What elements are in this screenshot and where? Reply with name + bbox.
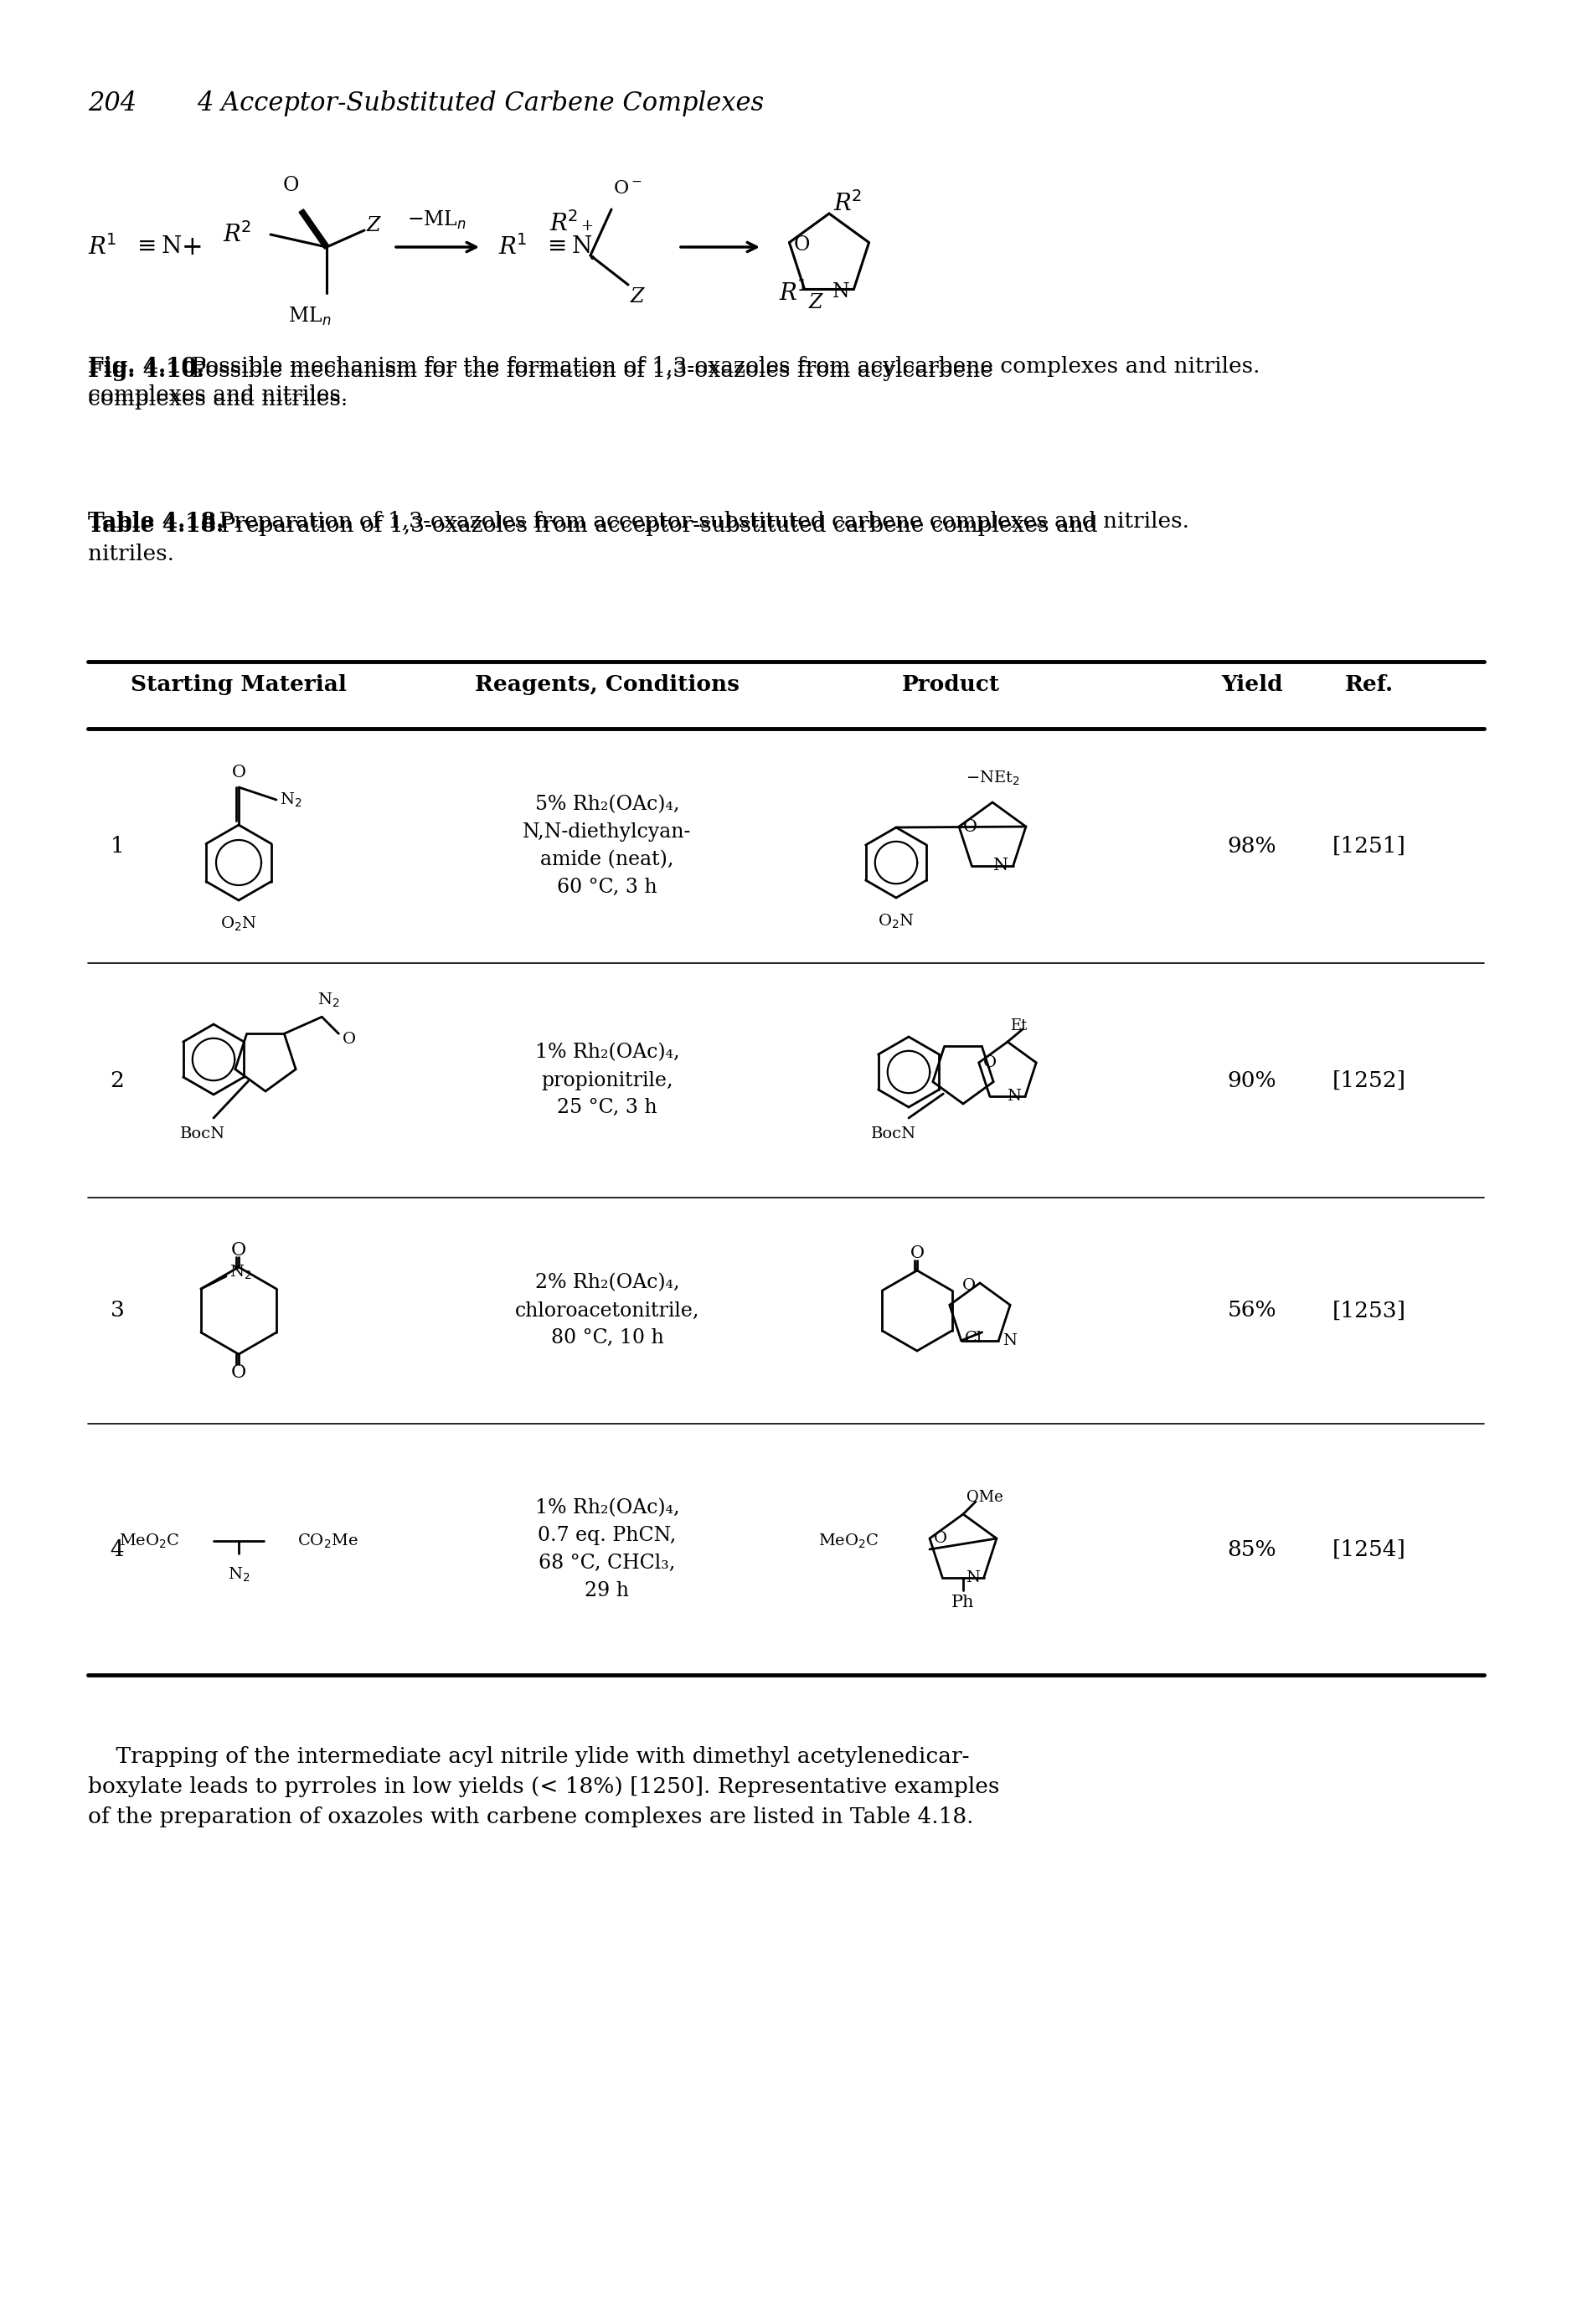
Text: BocN: BocN: [181, 1127, 225, 1141]
Text: O: O: [283, 177, 299, 195]
Text: 1% Rh₂(OAc)₄,
0.7 eq. PhCN,
68 °C, CHCl₃,
29 h: 1% Rh₂(OAc)₄, 0.7 eq. PhCN, 68 °C, CHCl₃…: [534, 1499, 679, 1601]
Text: Trapping of the intermediate acyl nitrile ylide with dimethyl acetylenedicar-: Trapping of the intermediate acyl nitril…: [88, 1745, 970, 1766]
Text: [1251]: [1251]: [1333, 834, 1405, 855]
Text: O$_2$N: O$_2$N: [877, 913, 915, 930]
Text: R$^1$: R$^1$: [88, 235, 116, 260]
Text: O: O: [231, 765, 245, 781]
Text: $-$ML$_n$: $-$ML$_n$: [407, 209, 467, 230]
Text: O: O: [343, 1032, 357, 1048]
Text: Possible mechanism for the formation of 1,3-oxazoles from acylcarbene complexes : Possible mechanism for the formation of …: [184, 356, 1261, 376]
Text: R$^1$: R$^1$: [498, 235, 527, 260]
Text: O$_2$N: O$_2$N: [220, 916, 256, 934]
Text: N$_2$: N$_2$: [318, 992, 340, 1009]
Text: O: O: [794, 235, 810, 256]
Text: [1252]: [1252]: [1333, 1069, 1407, 1090]
Text: 4: 4: [110, 1538, 124, 1559]
Text: boxylate leads to pyrroles in low yields (< 18%) [1250]. Representative examples: boxylate leads to pyrroles in low yields…: [88, 1776, 1000, 1796]
Text: +: +: [182, 235, 203, 260]
Text: Table 4.18.: Table 4.18.: [88, 511, 223, 532]
Text: O: O: [982, 1055, 997, 1069]
Text: MeO$_2$C: MeO$_2$C: [119, 1532, 181, 1550]
Text: complexes and nitriles.: complexes and nitriles.: [88, 388, 347, 409]
Text: Product: Product: [901, 674, 1000, 695]
Text: R$^2$: R$^2$: [223, 223, 252, 246]
Text: Z: Z: [808, 293, 822, 314]
Text: R$^1$: R$^1$: [780, 281, 808, 307]
Text: $-$NEt$_2$: $-$NEt$_2$: [965, 769, 1020, 788]
Text: O$^-$: O$^-$: [613, 179, 643, 198]
Text: Yield: Yield: [1221, 674, 1283, 695]
Text: MeO$_2$C: MeO$_2$C: [819, 1532, 879, 1550]
Text: 2: 2: [110, 1069, 124, 1090]
Text: N: N: [1003, 1334, 1017, 1348]
Text: N$_2$: N$_2$: [280, 790, 302, 809]
Text: Cl: Cl: [965, 1332, 982, 1346]
Text: Z: Z: [366, 216, 380, 235]
Text: nitriles.: nitriles.: [88, 544, 174, 565]
Text: Ph: Ph: [951, 1594, 975, 1611]
Text: 1: 1: [110, 834, 124, 855]
Text: 1% Rh₂(OAc)₄,
propionitrile,
25 °C, 3 h: 1% Rh₂(OAc)₄, propionitrile, 25 °C, 3 h: [534, 1043, 679, 1118]
Text: N: N: [994, 858, 1009, 874]
Text: Fig. 4.10.: Fig. 4.10.: [88, 356, 204, 376]
Text: ML$_n$: ML$_n$: [288, 307, 332, 328]
Text: Preparation of 1,3-oxazoles from acceptor-substituted carbene complexes and: Preparation of 1,3-oxazoles from accepto…: [214, 516, 1097, 537]
Text: O: O: [964, 818, 978, 834]
Text: N: N: [832, 281, 849, 302]
Text: O: O: [934, 1532, 948, 1545]
Text: $\equiv$N: $\equiv$N: [542, 235, 593, 258]
Text: N: N: [965, 1571, 979, 1585]
Text: 4 Acceptor-Substituted Carbene Complexes: 4 Acceptor-Substituted Carbene Complexes: [196, 91, 764, 116]
Text: O: O: [231, 1364, 247, 1383]
Text: Fig. 4.10.: Fig. 4.10.: [88, 360, 204, 381]
Text: N$_2$: N$_2$: [228, 1566, 250, 1585]
Text: of the preparation of oxazoles with carbene complexes are listed in Table 4.18.: of the preparation of oxazoles with carb…: [88, 1806, 973, 1827]
Text: CO$_2$Me: CO$_2$Me: [297, 1532, 358, 1550]
Text: Preparation of 1,3-oxazoles from acceptor-substituted carbene complexes and nitr: Preparation of 1,3-oxazoles from accepto…: [212, 511, 1190, 532]
Text: BocN: BocN: [871, 1127, 916, 1141]
Text: [1253]: [1253]: [1333, 1299, 1407, 1320]
Text: OMe: OMe: [967, 1490, 1003, 1506]
Text: Ref.: Ref.: [1346, 674, 1394, 695]
Text: complexes and nitriles.: complexes and nitriles.: [88, 383, 347, 404]
Text: Et: Et: [1011, 1018, 1027, 1034]
Text: $\equiv$N: $\equiv$N: [132, 235, 182, 258]
Text: O: O: [910, 1246, 924, 1262]
Text: 5% Rh₂(OAc)₄,
N,N-diethylcyan-
amide (neat),
60 °C, 3 h: 5% Rh₂(OAc)₄, N,N-diethylcyan- amide (ne…: [523, 795, 692, 897]
Text: 98%: 98%: [1228, 834, 1276, 855]
Text: Table 4.18.: Table 4.18.: [88, 516, 223, 537]
Text: 2% Rh₂(OAc)₄,
chloroacetonitrile,
80 °C, 10 h: 2% Rh₂(OAc)₄, chloroacetonitrile, 80 °C,…: [516, 1274, 700, 1348]
Text: 204: 204: [88, 91, 137, 116]
Text: R$^2$: R$^2$: [550, 211, 578, 237]
Text: Z: Z: [630, 288, 645, 307]
Text: N: N: [1006, 1090, 1022, 1104]
Text: 85%: 85%: [1228, 1538, 1276, 1559]
Text: 3: 3: [110, 1299, 124, 1320]
Text: O: O: [231, 1241, 247, 1260]
Text: Possible mechanism for the formation of 1,3-oxazoles from acylcarbene: Possible mechanism for the formation of …: [184, 360, 994, 381]
Text: O: O: [962, 1278, 976, 1292]
Text: Reagents, Conditions: Reagents, Conditions: [475, 674, 739, 695]
Text: Starting Material: Starting Material: [130, 674, 347, 695]
Text: 90%: 90%: [1228, 1069, 1276, 1090]
Text: +: +: [580, 218, 593, 235]
Text: [1254]: [1254]: [1333, 1538, 1405, 1559]
Text: N$_2$: N$_2$: [230, 1264, 252, 1281]
Text: R$^2$: R$^2$: [833, 191, 861, 216]
Text: 56%: 56%: [1228, 1299, 1276, 1320]
